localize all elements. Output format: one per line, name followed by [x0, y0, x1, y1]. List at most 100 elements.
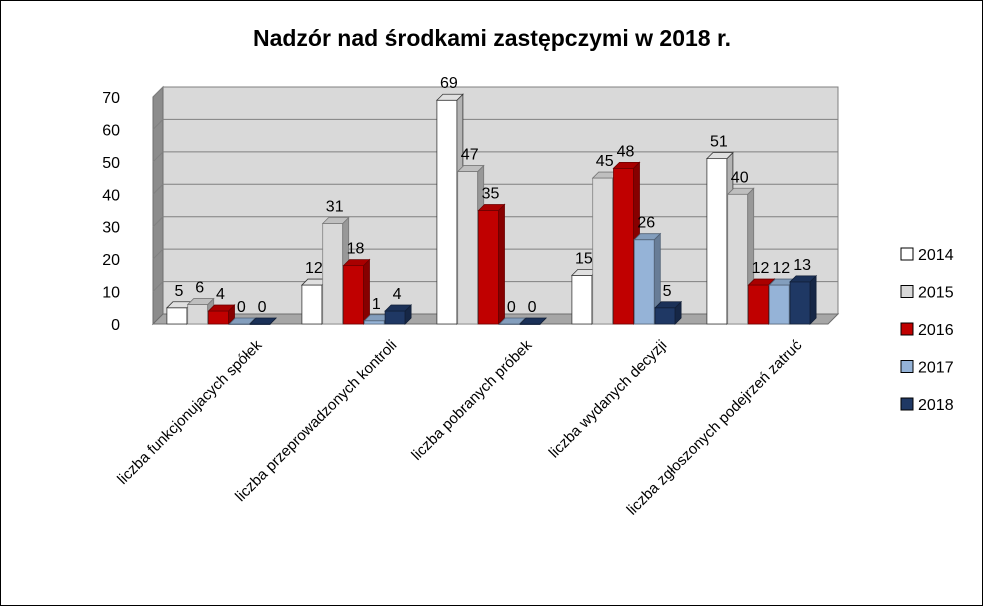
- category-label: liczba przeprowadzonych kontroli: [232, 337, 400, 505]
- legend-label: 2018: [918, 397, 954, 414]
- category-label: liczba funkcjonujacych spółek: [114, 336, 266, 488]
- y-tick-label: 10: [102, 285, 120, 302]
- data-label: 12: [305, 260, 323, 277]
- data-label: 31: [326, 198, 344, 215]
- bar-top: [228, 317, 257, 325]
- bar-top: [705, 152, 734, 160]
- bar-top: [789, 275, 818, 283]
- bar-top: [456, 165, 485, 172]
- data-label: 1: [372, 296, 381, 313]
- bar-2017-1: [228, 317, 257, 325]
- bar-top: [384, 304, 413, 312]
- bar-2018-5: [789, 274, 818, 325]
- legend-swatch: [900, 285, 914, 298]
- data-label: 15: [575, 250, 593, 267]
- category-label: liczba pobranych próbek: [408, 336, 535, 463]
- data-label: 45: [596, 153, 614, 170]
- bar-front: [654, 307, 676, 325]
- bar-top: [747, 278, 776, 286]
- data-label: 40: [731, 169, 749, 186]
- category-label: liczba wydanych decyzji: [546, 337, 671, 462]
- bar-side: [498, 203, 505, 325]
- bar-top: [519, 317, 548, 325]
- legend-item-2016: 2016: [900, 322, 954, 339]
- bar-top: [249, 317, 278, 325]
- bar-front: [706, 158, 728, 325]
- data-label: 26: [637, 215, 655, 232]
- bar-front: [457, 171, 479, 325]
- gridline: [152, 118, 838, 130]
- side-wall: [152, 85, 164, 326]
- bar-front: [436, 99, 458, 325]
- data-label: 12: [752, 260, 770, 277]
- y-axis-ticks: 0 10 20 30 40 50 60 70: [102, 90, 120, 334]
- legend-item-2017: 2017: [900, 360, 954, 377]
- legend-item-2014: 2014: [900, 247, 954, 264]
- data-label: 6: [195, 280, 204, 297]
- bar-front: [343, 265, 364, 325]
- data-label: 13: [793, 257, 811, 274]
- bar-side: [809, 274, 817, 325]
- y-tick-label: 70: [102, 90, 120, 107]
- y-tick-label: 40: [102, 187, 120, 204]
- data-label: 0: [507, 299, 516, 316]
- data-label: 69: [440, 75, 458, 92]
- legend-swatch: [900, 247, 914, 261]
- bar-top: [477, 204, 506, 211]
- bar-front: [166, 307, 188, 325]
- bar-front: [384, 310, 406, 325]
- bar-top: [498, 317, 527, 325]
- bar-top: [726, 187, 755, 195]
- bar-top: [321, 217, 350, 224]
- bar-2017-4: [633, 232, 662, 325]
- bar-front: [322, 223, 344, 325]
- bar-top: [654, 301, 683, 309]
- bar-front: [301, 284, 323, 325]
- legend-label: 2016: [918, 322, 954, 339]
- data-label: 0: [528, 299, 537, 316]
- bar-top: [435, 93, 464, 101]
- bar-front: [789, 281, 811, 325]
- legend-label: 2015: [918, 285, 954, 302]
- bar-front: [768, 284, 790, 325]
- bar-front: [748, 284, 769, 325]
- legend-swatch: [900, 397, 914, 411]
- bar-front: [208, 310, 229, 325]
- bar-top: [342, 259, 371, 267]
- y-tick-label: 0: [111, 317, 120, 334]
- data-label: 4: [393, 286, 402, 303]
- bar-2016-2: [342, 258, 371, 325]
- bar-side: [363, 258, 370, 325]
- bars: [165, 93, 818, 325]
- data-label: 48: [617, 143, 635, 160]
- bar-2018-1: [249, 317, 278, 325]
- data-label: 51: [710, 134, 728, 151]
- data-label: 47: [461, 147, 479, 164]
- bar-front: [363, 320, 385, 325]
- data-label: 0: [258, 299, 267, 316]
- data-label: 5: [174, 283, 183, 300]
- data-label: 0: [237, 299, 246, 316]
- y-tick-label: 20: [102, 252, 120, 269]
- gridline: [152, 86, 838, 98]
- legend-swatch: [900, 322, 914, 336]
- bar-2018-3: [519, 317, 548, 325]
- gridline: [152, 151, 838, 163]
- bar-2016-3: [477, 203, 506, 325]
- y-tick-label: 30: [102, 220, 120, 237]
- bar-front: [187, 304, 209, 325]
- bar-front: [571, 274, 593, 325]
- bar-2016-1: [207, 304, 236, 325]
- bar-front: [633, 239, 655, 325]
- bar-front: [727, 193, 749, 325]
- data-label: 18: [347, 241, 365, 258]
- legend-item-2018: 2018: [900, 397, 954, 414]
- data-label: 4: [216, 286, 225, 303]
- data-label: 12: [772, 260, 790, 277]
- legend: 2014 2015 2016 2017 2018: [900, 247, 954, 414]
- bar-top: [633, 233, 662, 241]
- bar-2018-4: [654, 300, 683, 325]
